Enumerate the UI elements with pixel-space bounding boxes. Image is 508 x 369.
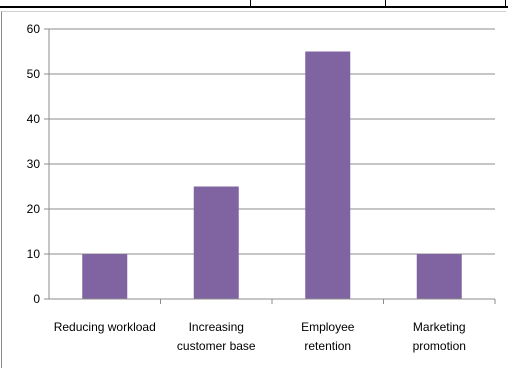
y-tick-label: 20	[27, 202, 41, 216]
x-tick-label: Marketing promotion	[413, 320, 466, 353]
bar	[82, 254, 128, 299]
y-tick-label: 30	[27, 157, 41, 171]
x-tick-label: Employee retention	[301, 320, 355, 353]
x-axis-labels: Reducing workload Increasing customer base…	[54, 320, 466, 353]
table-divider	[385, 0, 386, 8]
table-border	[0, 6, 508, 8]
bars	[82, 51, 462, 299]
table-divider	[250, 0, 251, 8]
table-fragment	[0, 0, 508, 9]
y-tick-label: 60	[27, 22, 41, 36]
y-tick-label: 50	[27, 67, 41, 81]
table-divider	[505, 0, 506, 8]
x-tick-label: Reducing workload	[54, 320, 156, 334]
bar	[305, 51, 351, 299]
gridlines	[49, 28, 495, 255]
y-axis-ticks: 0 10 20 30 40 50 60	[27, 22, 49, 306]
bar	[193, 186, 239, 299]
y-tick-label: 10	[27, 247, 41, 261]
y-tick-label: 0	[33, 292, 40, 306]
bar	[416, 254, 462, 299]
chart-area	[1, 11, 506, 368]
x-axis	[48, 29, 496, 304]
y-tick-label: 40	[27, 112, 41, 126]
x-tick-label: Increasing customer base	[177, 320, 256, 353]
